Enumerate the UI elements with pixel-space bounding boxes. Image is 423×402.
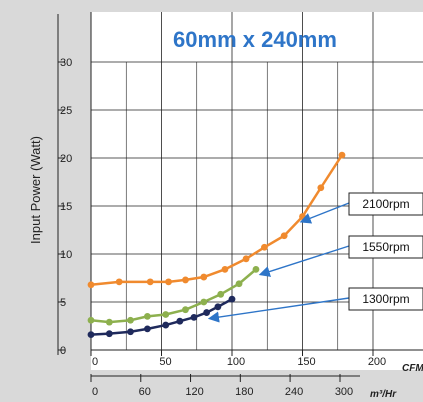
callout-box: [348, 287, 423, 311]
data-point: [115, 278, 123, 286]
x-axis-ticks-primary: 0 50 100 150 200: [90, 350, 386, 368]
data-point: [235, 280, 243, 288]
series-line-1300rpm: [90, 298, 233, 336]
y-tick-label: 5: [60, 297, 66, 309]
x-tick-label-m3hr: 60: [139, 386, 151, 398]
data-point: [162, 311, 170, 318]
data-point: [200, 273, 208, 281]
data-point: [190, 313, 198, 321]
callout-label-2100rpm: 2100rpm: [362, 197, 409, 211]
data-point: [87, 281, 95, 289]
data-point: [203, 309, 211, 316]
data-point: [144, 325, 151, 333]
y-axis-ticks: 0 5 10 15 20 25 30: [58, 57, 72, 357]
callout-arrow: [299, 202, 350, 224]
data-point: [242, 255, 250, 263]
y-tick-label: 20: [60, 153, 72, 165]
data-point: [221, 265, 229, 273]
x-tick-label-cfm: 200: [368, 356, 386, 368]
data-point: [252, 265, 260, 273]
y-tick-label: 25: [60, 105, 72, 117]
chart-title: 60mm x 240mm: [173, 27, 337, 52]
data-point: [214, 303, 222, 311]
data-point: [228, 295, 236, 303]
y-tick-label: 10: [60, 249, 72, 261]
y-tick-label: 0: [60, 345, 66, 357]
x-tick-label-m3hr: 120: [185, 386, 203, 398]
data-point: [165, 278, 172, 286]
x-tick-label-m3hr: 300: [335, 386, 353, 398]
data-point: [338, 151, 346, 159]
callout-label-1550rpm: 1550rpm: [362, 240, 409, 254]
x-axis-unit-primary: CFM: [402, 363, 423, 374]
data-point: [105, 318, 113, 326]
x-tick-label-m3hr: 0: [92, 386, 98, 398]
x-tick-label-cfm: 150: [297, 356, 315, 368]
x-tick-label-m3hr: 240: [285, 386, 303, 398]
data-point: [162, 321, 170, 329]
callout-layer: 2100rpm 1550rpm 1300rpm: [207, 192, 423, 323]
data-point: [144, 313, 151, 320]
callout-arrow: [207, 297, 350, 323]
data-point: [299, 213, 306, 220]
y-tick-label: 30: [60, 57, 72, 69]
x-tick-label-cfm: 50: [159, 356, 171, 368]
callout-box: [348, 192, 423, 216]
data-point: [176, 317, 184, 325]
data-point: [87, 331, 95, 339]
data-point: [127, 316, 134, 324]
callout-box: [348, 235, 423, 259]
x-tick-label-cfm: 0: [92, 356, 98, 368]
data-point: [261, 243, 268, 251]
data-point: [317, 184, 325, 192]
data-point: [200, 298, 208, 306]
data-point: [146, 278, 154, 286]
data-point: [87, 316, 95, 324]
x-tick-label-cfm: 100: [227, 356, 245, 368]
callout-label-1300rpm: 1300rpm: [362, 292, 409, 306]
data-point: [217, 290, 225, 298]
y-tick-label: 15: [60, 201, 72, 213]
data-point: [182, 276, 189, 284]
series-layer: [87, 151, 346, 339]
y-axis-label: Input Power (Watt): [28, 136, 43, 244]
series-line-1550rpm: [90, 268, 257, 324]
data-point: [105, 330, 113, 338]
data-point: [182, 306, 189, 314]
x-axis-ticks-secondary: 0 60 120 180 240 300: [90, 374, 360, 398]
grid-lines: [91, 12, 423, 350]
x-tick-label-m3hr: 180: [235, 386, 253, 398]
y-label-band: [0, 0, 58, 402]
callout-arrow: [258, 245, 350, 277]
x-axis-unit-secondary: m³/Hr: [370, 389, 397, 400]
data-point: [280, 232, 288, 240]
data-point: [127, 328, 134, 336]
